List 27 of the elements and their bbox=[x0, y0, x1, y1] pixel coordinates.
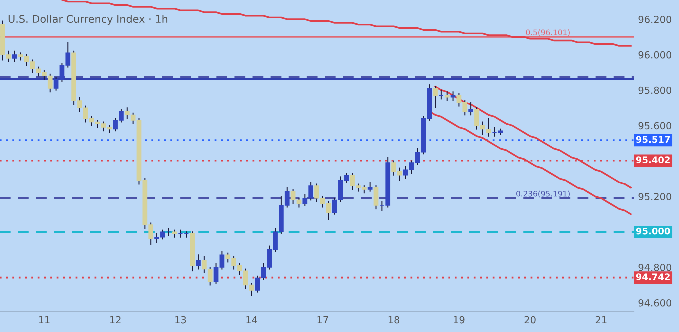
x-tick-label: 18 bbox=[388, 316, 400, 324]
y-tick-label: 96.000 bbox=[638, 51, 672, 59]
y-tick-label: 95.800 bbox=[638, 86, 672, 94]
candlestick bbox=[12, 50, 18, 62]
y-tick-label: 95.200 bbox=[638, 193, 672, 200]
y-tick-label: 96.200 bbox=[638, 16, 672, 24]
x-tick-label: 12 bbox=[110, 316, 121, 324]
ref-line-label: 94.742 bbox=[636, 274, 670, 280]
candlestick bbox=[196, 254, 201, 270]
candlestick bbox=[374, 186, 379, 210]
x-tick-label: 17 bbox=[318, 316, 328, 324]
x-tick-label: 19 bbox=[454, 316, 465, 324]
ref-line-label: 95.517 bbox=[636, 136, 670, 144]
x-tick-label: 20 bbox=[524, 316, 536, 324]
y-tick-label: 94.600 bbox=[638, 299, 672, 307]
candlestick bbox=[468, 102, 474, 116]
ref-line-label: 95.402 bbox=[636, 156, 670, 164]
ref-line-label: 95.000 bbox=[636, 228, 670, 235]
x-tick-label: 14 bbox=[246, 316, 258, 324]
text: U.S. Dollar Currency Index · 1h bbox=[8, 15, 168, 26]
y-tick-label: 94.800 bbox=[638, 264, 672, 272]
x-tick-label: 13 bbox=[176, 316, 186, 324]
y-tick-label: 95.600 bbox=[638, 122, 672, 130]
x-tick-label: 21 bbox=[596, 316, 607, 324]
x-tick-label: 11 bbox=[39, 316, 50, 324]
candlestick bbox=[433, 86, 438, 109]
line-series bbox=[61, 0, 632, 47]
